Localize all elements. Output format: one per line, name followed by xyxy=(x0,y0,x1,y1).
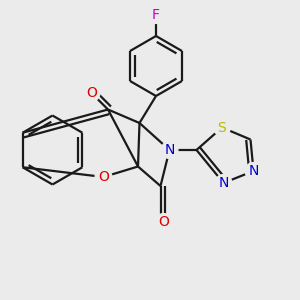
Text: O: O xyxy=(98,170,109,184)
Circle shape xyxy=(215,175,232,191)
Circle shape xyxy=(148,7,164,23)
Text: N: N xyxy=(164,143,175,157)
Circle shape xyxy=(161,142,178,158)
Text: S: S xyxy=(218,121,226,134)
Circle shape xyxy=(245,163,262,179)
Circle shape xyxy=(83,85,100,101)
Circle shape xyxy=(214,119,230,136)
Text: F: F xyxy=(152,8,160,22)
Text: N: N xyxy=(218,176,229,190)
Text: O: O xyxy=(158,215,169,229)
Text: O: O xyxy=(86,86,97,100)
Text: N: N xyxy=(248,164,259,178)
Circle shape xyxy=(95,169,112,185)
Circle shape xyxy=(155,214,172,230)
